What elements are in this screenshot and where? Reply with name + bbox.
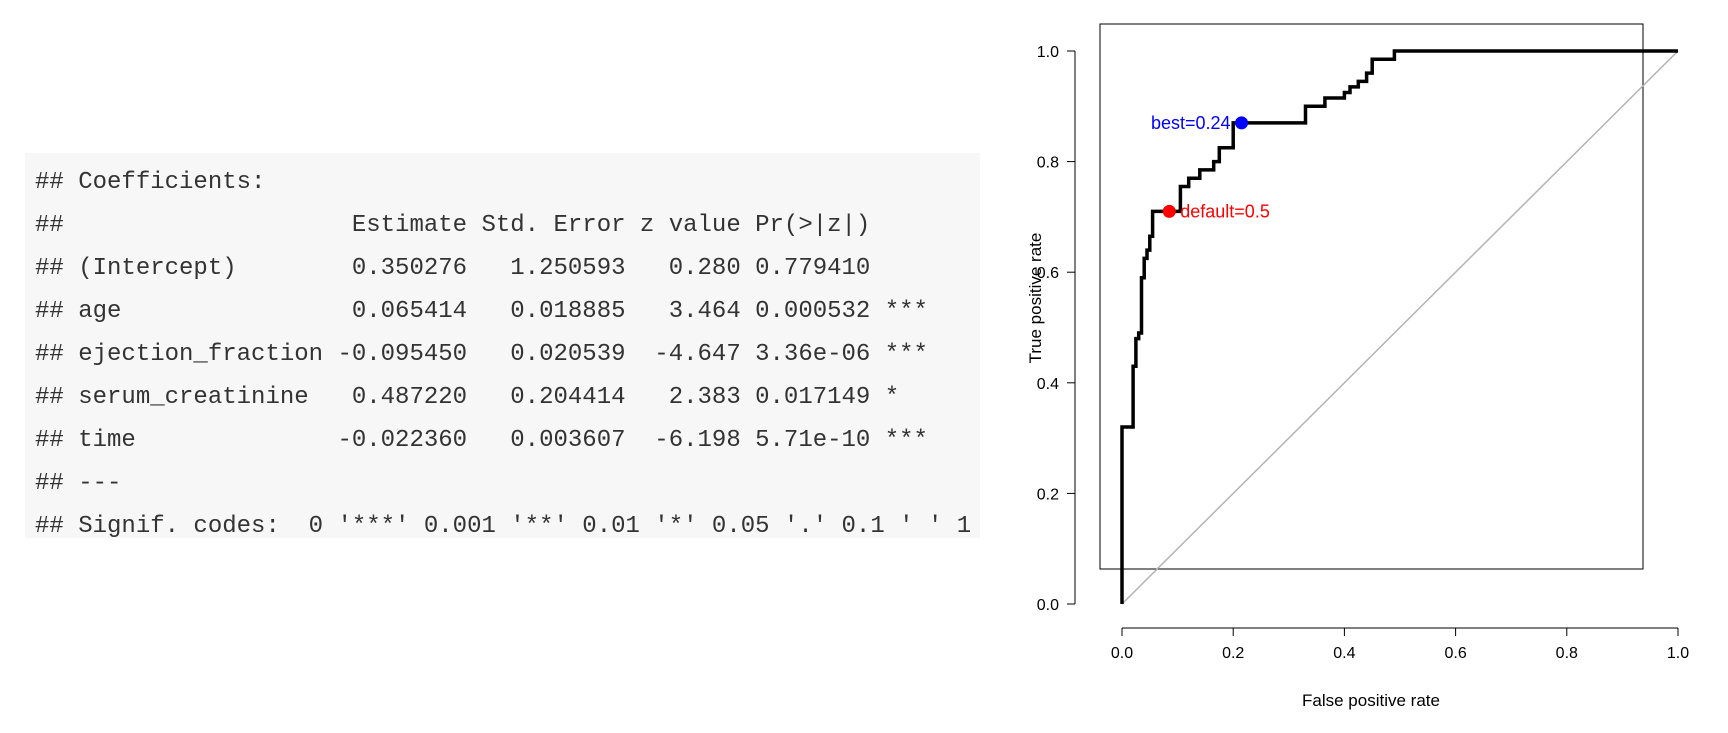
console-line: ## ejection_fraction -0.095450 0.020539 … [35,341,928,368]
y-tick-label: 0.0 [1037,597,1059,614]
x-tick-label: 0.2 [1222,645,1244,662]
y-tick-label: 0.6 [1037,265,1059,282]
default-threshold-label: default=0.5 [1180,201,1270,221]
y-tick-label: 0.2 [1037,486,1059,503]
console-line: ## serum_creatinine 0.487220 0.204414 2.… [35,384,928,411]
y-tick-label: 1.0 [1037,44,1059,61]
threshold-points: best=0.24 default=0.5 [1151,113,1270,221]
y-axis-title: True positive rate [1026,233,1045,364]
x-tick-label: 0.0 [1111,645,1133,662]
best-threshold-point [1235,116,1249,130]
console-line: ## (Intercept) 0.350276 1.250593 0.280 0… [35,255,928,282]
console-line: ## age 0.065414 0.018885 3.464 0.000532 … [35,298,928,325]
coefficients-table: ## Coefficients: ## Estimate Std. Error z… [35,161,980,548]
console-line: ## Coefficients: [35,169,266,196]
x-tick-label: 0.4 [1333,645,1355,662]
y-tick-label: 0.8 [1037,155,1059,172]
console-line: ## Signif. codes: 0 '***' 0.001 '**' 0.0… [35,513,972,540]
x-axis: 0.0 0.2 0.4 0.6 0.8 1.0 [1111,627,1689,662]
x-tick-label: 1.0 [1667,645,1689,662]
console-output: ## Coefficients: ## Estimate Std. Error z… [25,153,980,540]
x-axis-title: False positive rate [1302,691,1440,710]
console-line: ## --- [35,470,122,497]
plot-frame [1099,23,1644,570]
roc-curve [1120,49,1678,604]
x-tick-label: 0.8 [1556,645,1578,662]
roc-chart: 0.0 0.2 0.4 0.6 0.8 1.0 0.0 0.2 0.4 0.6 0.8 1.0 Fa… [1026,23,1689,710]
best-threshold-label: best=0.24 [1151,113,1231,133]
reference-diagonal [1121,50,1679,605]
x-tick-label: 0.6 [1444,645,1466,662]
y-tick-label: 0.4 [1037,376,1059,393]
y-axis: 0.0 0.2 0.4 0.6 0.8 1.0 [1037,44,1076,614]
console-line: ## Estimate Std. Error z value Pr(>|z|) [35,212,928,239]
console-line: ## time -0.022360 0.003607 -6.198 5.71e-… [35,427,928,454]
default-threshold-point [1162,204,1176,218]
